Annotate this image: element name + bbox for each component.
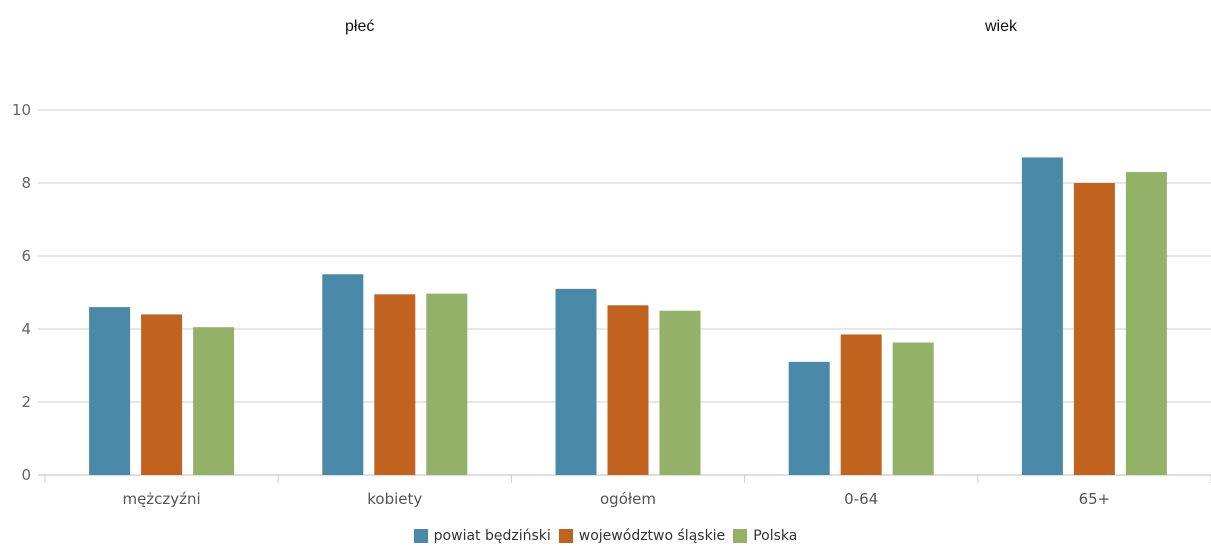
bar xyxy=(426,293,468,475)
group-header-gender: płeć xyxy=(345,18,375,35)
bar xyxy=(659,310,701,475)
bar xyxy=(1073,183,1115,475)
legend-item[interactable]: województwo śląskie xyxy=(558,528,726,544)
bar xyxy=(1021,157,1063,475)
y-tick-label: 0 xyxy=(21,466,31,484)
bar xyxy=(607,305,649,475)
legend-label: powiat będziński xyxy=(433,528,551,544)
bar xyxy=(193,327,235,475)
y-tick-label: 2 xyxy=(21,393,31,411)
legend-swatch xyxy=(558,529,573,543)
bar xyxy=(788,361,830,475)
chart-legend: powiat będziński województwo śląskie Polsk… xyxy=(0,528,1211,544)
x-category-label: 65+ xyxy=(1079,490,1111,508)
y-tick-label: 4 xyxy=(21,320,31,338)
bar xyxy=(141,314,183,475)
bar xyxy=(555,288,597,475)
y-tick-label: 8 xyxy=(21,174,31,192)
group-header-age: wiek xyxy=(985,18,1018,35)
legend-swatch xyxy=(413,529,428,543)
bar xyxy=(892,342,934,475)
legend-item[interactable]: Polska xyxy=(733,528,797,544)
bar xyxy=(322,274,364,475)
x-category-label: ogółem xyxy=(600,490,656,508)
x-category-label: kobiety xyxy=(367,490,422,508)
bar xyxy=(89,307,131,475)
bar xyxy=(374,294,416,475)
legend-swatch xyxy=(733,529,748,543)
bar xyxy=(1125,172,1167,476)
legend-label: województwo śląskie xyxy=(578,528,726,544)
x-category-label: mężczyźni xyxy=(122,490,200,508)
x-category-label: 0-64 xyxy=(844,490,878,508)
y-tick-label: 10 xyxy=(12,101,31,119)
legend-label: Polska xyxy=(753,528,798,544)
y-tick-label: 6 xyxy=(21,247,31,265)
legend-item[interactable]: powiat będziński xyxy=(413,528,551,544)
bar xyxy=(840,334,882,475)
